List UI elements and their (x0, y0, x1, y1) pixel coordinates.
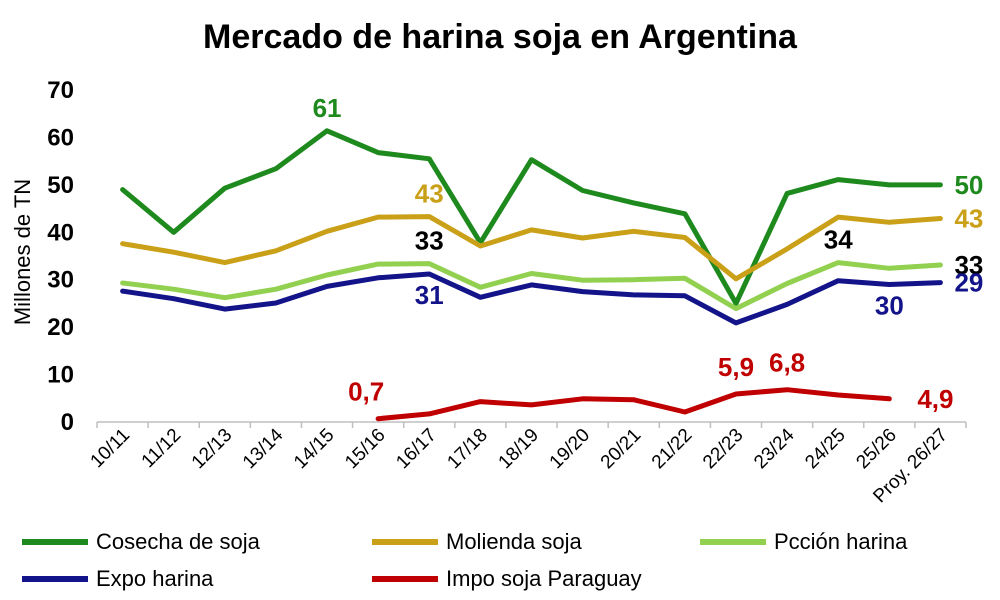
y-tick-labels: 0 10 20 30 40 50 60 70 (47, 77, 74, 436)
line-chart: Millones de TN 0 10 20 30 40 50 60 70 10/11 11/1… (10, 77, 984, 507)
x-tick-label: 19/20 (546, 425, 594, 473)
data-label: 31 (415, 280, 444, 310)
legend-swatch (22, 539, 88, 545)
y-tick-label: 10 (47, 362, 74, 389)
x-tick-label: 16/17 (392, 425, 440, 473)
y-axis-label: Millones de TN (10, 179, 35, 325)
series-line-molienda-soja (120, 214, 943, 282)
data-label: 29 (954, 268, 983, 298)
legend-label: Cosecha de soja (96, 529, 260, 554)
y-tick-label: 20 (47, 314, 74, 341)
data-label: 0,7 (348, 377, 384, 407)
series-line-cosecha-de-soja (120, 128, 943, 306)
x-tick-label: 11/12 (138, 425, 185, 472)
data-label: 43 (415, 179, 444, 209)
legend-label: Pcción harina (774, 529, 908, 554)
y-tick-label: 0 (61, 409, 74, 436)
x-tick-labels: 10/11 11/12 12/13 13/14 14/15 15/16 16/17 17/18… (87, 424, 952, 507)
legend-swatch (372, 576, 438, 582)
series-line-pcci-n-harina (120, 260, 943, 312)
chart-title: Mercado de harina soja en Argentina (203, 18, 797, 56)
x-tick-label: 21/22 (648, 425, 696, 473)
series-line-expo-harina (120, 271, 943, 326)
x-tick-label: 22/23 (699, 425, 747, 473)
x-tick-label: 18/19 (495, 425, 543, 473)
x-tick-label: 14/15 (290, 425, 338, 473)
y-tick-label: 70 (47, 77, 74, 104)
x-tick-label: 23/24 (750, 424, 799, 473)
y-tick-label: 50 (47, 172, 74, 199)
x-tick-label: 12/13 (188, 425, 236, 473)
legend-swatch (22, 576, 88, 582)
data-label: 33 (415, 226, 444, 256)
data-label: 6,8 (769, 348, 805, 378)
series-line-impo-soja-paraguay (375, 387, 892, 422)
y-tick-label: 40 (47, 219, 74, 246)
legend-label: Expo harina (96, 566, 214, 591)
x-tick-label: 25/26 (852, 425, 900, 473)
data-label: 50 (954, 170, 983, 200)
legend-item: Impo soja Paraguay (372, 565, 642, 593)
legend-label: Impo soja Paraguay (446, 566, 642, 591)
data-label: 4,9 (917, 384, 953, 414)
legend-item: Pcción harina (700, 528, 907, 556)
x-tick-label: 24/25 (801, 425, 849, 473)
series-lines (120, 128, 943, 422)
legend-swatch (700, 539, 766, 545)
x-tick-label: 17/18 (443, 425, 491, 473)
x-tick-label: 20/21 (597, 425, 645, 473)
y-tick-label: 60 (47, 124, 74, 151)
data-label: 33 (954, 250, 983, 280)
legend: Cosecha de soja Molienda soja Pcción harin… (0, 520, 1000, 600)
x-tick-label: 10/11 (87, 425, 134, 472)
legend-item: Cosecha de soja (22, 528, 260, 556)
legend-label: Molienda soja (446, 529, 582, 554)
data-label: 30 (875, 290, 904, 320)
x-tick-label: 15/16 (341, 425, 389, 473)
legend-item: Expo harina (22, 565, 213, 593)
data-label: 34 (824, 225, 853, 255)
y-axis-label-group: Millones de TN (10, 179, 35, 325)
data-labels: 61 50 43 43 33 34 33 31 30 29 0,7 5,9 6,8 4,9 (313, 93, 984, 414)
data-label: 5,9 (718, 352, 754, 382)
legend-swatch (372, 539, 438, 545)
y-tick-label: 30 (47, 267, 74, 294)
data-label: 43 (954, 204, 983, 234)
x-tick-label: 13/14 (239, 424, 288, 473)
axes (96, 421, 967, 428)
data-label: 61 (313, 93, 342, 123)
legend-item: Molienda soja (372, 528, 582, 556)
